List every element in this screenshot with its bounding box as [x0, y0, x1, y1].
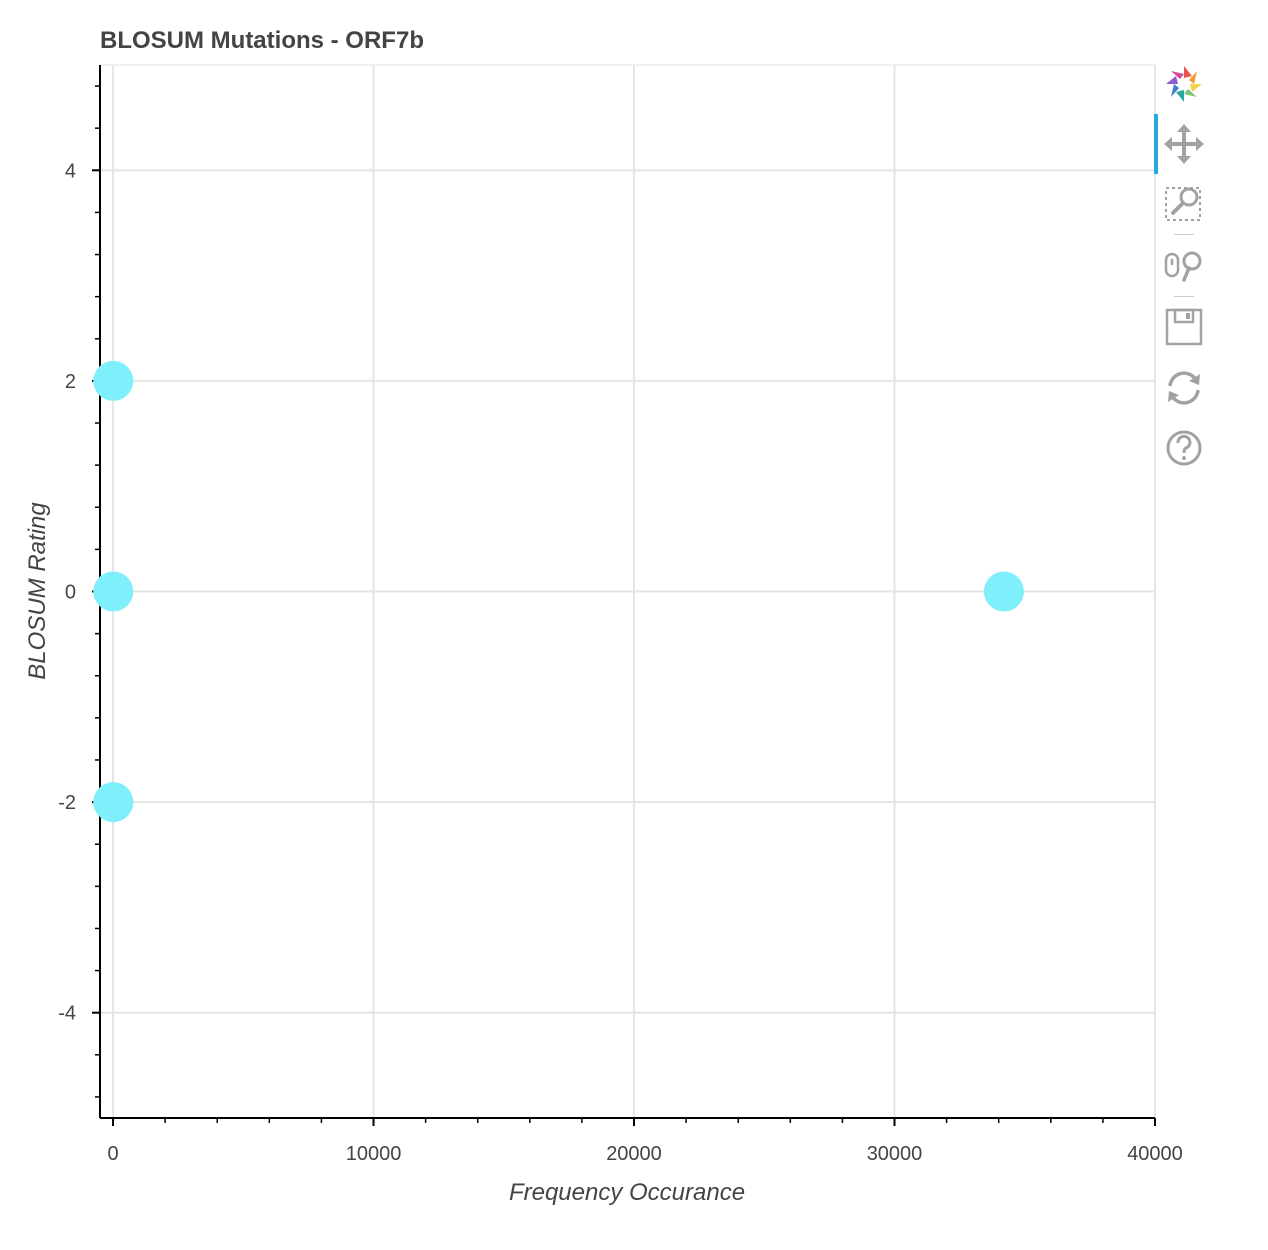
pan-icon[interactable] [1162, 122, 1206, 166]
x-tick-label: 40000 [1127, 1143, 1183, 1165]
box-zoom-icon[interactable] [1162, 182, 1206, 226]
y-tick-label: -2 [58, 792, 76, 814]
data-points [93, 360, 1024, 823]
save-icon[interactable] [1162, 306, 1206, 350]
x-tick-label: 20000 [606, 1143, 662, 1165]
axes: 0 10000 20000 30000 40000 -4 -2 0 2 4 [58, 65, 1183, 1165]
toolbar-separator [1174, 296, 1194, 297]
wheel-zoom-icon[interactable] [1162, 244, 1206, 288]
y-axis-label: BLOSUM Rating [24, 502, 51, 680]
y-tick-label: 2 [65, 371, 76, 393]
chart-title: BLOSUM Mutations - ORF7b [100, 27, 424, 54]
data-point [93, 571, 134, 612]
x-tick-label: 0 [107, 1143, 118, 1165]
x-axis-label: Frequency Occurance [509, 1179, 745, 1206]
active-tool-indicator [1154, 114, 1158, 174]
x-tick-label: 30000 [867, 1143, 923, 1165]
data-point [93, 782, 134, 823]
y-tick-label: 0 [65, 582, 76, 604]
data-point [983, 571, 1024, 612]
bokeh-logo-icon[interactable] [1162, 62, 1206, 106]
x-tick-label: 10000 [346, 1143, 402, 1165]
toolbar-separator [1174, 234, 1194, 235]
help-icon[interactable] [1162, 426, 1206, 470]
reset-icon[interactable] [1162, 366, 1206, 410]
chart-toolbar [1152, 60, 1216, 480]
y-tick-label: 4 [65, 160, 76, 182]
y-tick-label: -4 [58, 1003, 76, 1025]
data-point [93, 360, 134, 401]
